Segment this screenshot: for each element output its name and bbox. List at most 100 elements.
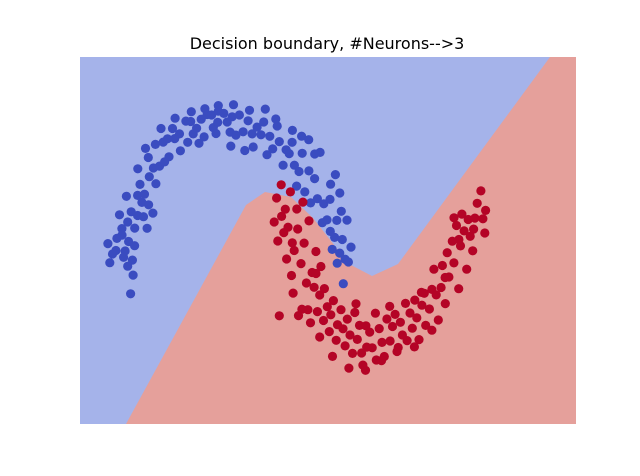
class-1-point <box>387 321 398 332</box>
class-0-point <box>133 164 143 174</box>
class-0-point <box>243 116 253 126</box>
class-0-point <box>284 149 294 159</box>
class-0-point <box>322 215 332 225</box>
class-1-point <box>336 305 346 315</box>
class-1-point <box>311 246 321 257</box>
class-1-point <box>385 301 395 311</box>
class-0-point <box>332 258 342 268</box>
class-1-point <box>472 198 482 208</box>
class-0-point <box>346 242 356 252</box>
class-1-point <box>476 186 486 196</box>
class-1-point <box>429 264 439 274</box>
class-0-point <box>247 129 257 139</box>
class-0-point <box>227 112 237 122</box>
class-0-point <box>186 107 196 117</box>
class-1-point <box>440 299 450 309</box>
class-0-point <box>103 239 113 249</box>
class-0-point <box>256 130 266 140</box>
class-0-point <box>120 246 130 256</box>
class-0-point <box>292 181 302 191</box>
class-0-point <box>289 160 299 170</box>
class-1-point <box>282 254 292 264</box>
class-0-point <box>199 132 209 142</box>
class-0-point <box>228 100 239 110</box>
class-1-point <box>312 307 322 317</box>
class-1-point <box>365 327 375 337</box>
class-1-point <box>318 315 329 326</box>
class-1-point <box>449 258 459 268</box>
class-1-point <box>374 324 384 334</box>
class-0-point <box>278 160 288 170</box>
class-0-point <box>167 123 178 134</box>
class-1-point <box>316 261 326 272</box>
class-1-point <box>352 334 362 344</box>
class-0-point <box>133 190 143 200</box>
class-1-point <box>277 211 287 221</box>
class-1-point <box>315 332 325 342</box>
class-0-point <box>150 139 160 149</box>
class-0-point <box>252 122 262 132</box>
class-0-point <box>192 123 202 133</box>
class-0-point <box>186 116 196 127</box>
class-1-point <box>345 330 355 340</box>
class-1-point <box>440 272 450 283</box>
class-1-point <box>409 342 419 352</box>
class-1-point <box>465 231 475 241</box>
class-0-point <box>310 149 320 159</box>
class-0-point <box>342 215 352 225</box>
class-0-point <box>213 117 223 127</box>
class-0-point <box>310 174 320 184</box>
class-1-point <box>299 238 309 248</box>
class-1-point <box>436 282 446 293</box>
class-0-point <box>126 289 136 299</box>
class-1-point <box>342 314 352 324</box>
class-0-point <box>207 110 217 120</box>
class-1-point <box>272 193 282 203</box>
class-0-point <box>262 150 272 160</box>
class-0-point <box>111 245 121 256</box>
class-0-point <box>244 105 255 115</box>
class-1-point <box>459 226 469 236</box>
class-0-point <box>330 232 340 242</box>
class-0-point <box>142 223 152 233</box>
class-1-point <box>326 310 336 320</box>
plot-area <box>80 57 576 424</box>
class-1-point <box>340 341 350 351</box>
class-0-point <box>325 194 335 204</box>
class-1-point <box>437 260 447 271</box>
class-0-point <box>338 279 348 289</box>
class-0-point <box>248 142 258 152</box>
class-1-point <box>269 217 279 227</box>
class-0-point <box>265 131 275 141</box>
class-0-point <box>238 127 248 137</box>
class-0-point <box>123 261 133 271</box>
class-1-point <box>449 213 459 223</box>
class-0-point <box>304 135 314 145</box>
class-0-point <box>128 270 138 280</box>
class-1-point <box>427 325 437 335</box>
class-0-point <box>226 141 236 151</box>
class-0-point <box>156 123 166 134</box>
class-1-point <box>288 288 298 298</box>
class-0-point <box>130 241 140 251</box>
class-0-point <box>105 258 115 268</box>
class-1-point <box>468 246 478 256</box>
class-1-point <box>431 290 441 300</box>
class-0-point <box>213 106 223 116</box>
class-0-point <box>327 244 337 254</box>
class-0-point <box>297 148 307 158</box>
class-0-point <box>287 125 297 135</box>
class-1-point <box>309 282 319 292</box>
class-1-point <box>402 336 412 346</box>
class-1-point <box>293 311 304 321</box>
class-0-point <box>117 224 127 234</box>
class-1-point <box>273 236 283 246</box>
class-1-point <box>417 300 427 310</box>
class-1-point <box>421 320 431 330</box>
class-1-point <box>457 209 467 219</box>
class-0-point <box>174 129 185 139</box>
class-1-point <box>442 248 452 258</box>
class-1-point <box>289 245 299 256</box>
class-1-point <box>286 270 297 281</box>
